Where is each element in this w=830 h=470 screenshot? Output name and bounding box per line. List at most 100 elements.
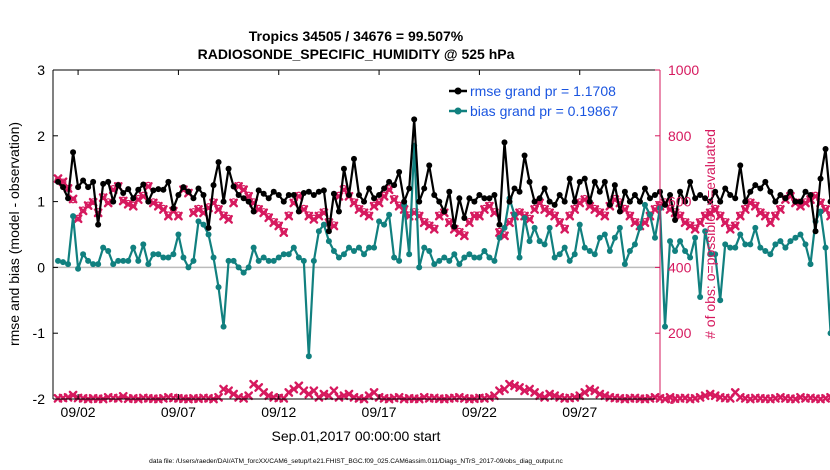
rmse-point — [381, 185, 388, 192]
obs-evaluated-marker — [630, 218, 640, 228]
bias-point — [260, 254, 267, 261]
y-left-tick-label: 2 — [37, 128, 45, 144]
bias-point — [692, 234, 699, 241]
legend: rmse grand pr = 1.1708 bias grand pr = 0… — [447, 80, 647, 120]
bias-point — [536, 238, 543, 245]
rmse-point — [376, 192, 383, 199]
rmse-point — [175, 192, 182, 199]
bias-point — [366, 244, 373, 251]
bias-point — [431, 261, 438, 268]
bias-point — [621, 261, 628, 268]
bias-point — [391, 254, 398, 261]
rmse-point — [717, 198, 724, 205]
rmse-point — [280, 198, 287, 205]
rmse-point — [150, 187, 157, 194]
rmse-point — [391, 182, 398, 189]
obs-evaluated-marker — [760, 211, 770, 221]
bias-point — [165, 254, 172, 261]
bias-point — [175, 231, 182, 238]
y-axis-label-left: rmse and bias (model - observation) — [6, 122, 22, 346]
obs-evaluated-marker — [359, 208, 369, 218]
bias-point — [727, 244, 734, 251]
rmse-point — [561, 198, 568, 205]
rmse-point — [496, 221, 503, 228]
rmse-point — [85, 184, 92, 191]
rmse-point — [777, 192, 784, 199]
rmse-point — [155, 186, 162, 193]
rmse-point — [767, 188, 774, 195]
rmse-point — [426, 162, 433, 169]
bias-point — [672, 247, 679, 254]
rmse-point — [330, 190, 337, 197]
bias-point — [662, 323, 669, 330]
obs-evaluated-marker — [700, 211, 710, 221]
bias-point — [732, 244, 739, 251]
obs-bottom-marker — [826, 392, 830, 402]
obs-evaluated-marker — [530, 205, 539, 214]
obs-evaluated-marker — [540, 205, 550, 214]
rmse-point — [782, 195, 789, 202]
obs-evaluated-marker — [454, 228, 464, 237]
bias-point — [737, 231, 744, 238]
rmse-point — [220, 198, 227, 205]
rmse-point — [822, 145, 829, 152]
bias-point — [215, 284, 222, 291]
bias-point — [300, 257, 307, 264]
bias-point — [310, 257, 317, 264]
rmse-point — [436, 198, 443, 205]
obs-evaluated-marker — [585, 201, 595, 211]
rmse-point — [446, 188, 453, 195]
x-tick-label: 09/07 — [161, 404, 196, 420]
obs-evaluated-marker — [83, 201, 93, 210]
obs-evaluated-marker — [274, 221, 284, 231]
bias-point — [551, 254, 558, 261]
obs-evaluated-marker — [685, 221, 695, 231]
rmse-point — [682, 198, 689, 205]
obs-evaluated-marker — [369, 201, 379, 211]
rmse-point — [651, 192, 658, 199]
rmse-point — [687, 178, 694, 185]
bias-point — [456, 261, 463, 268]
bias-point — [712, 251, 719, 258]
rmse-point — [135, 186, 142, 193]
rmse-point — [325, 228, 332, 235]
bias-point — [827, 330, 830, 337]
obs-evaluated-marker — [765, 218, 775, 228]
obs-evaluated-marker — [705, 208, 715, 218]
rmse-point — [451, 223, 458, 230]
bias-point — [491, 257, 498, 264]
bias-point — [767, 251, 774, 258]
obs-evaluated-marker — [189, 208, 198, 218]
y-right-tick-label: 0 — [668, 391, 676, 407]
obs-evaluated-marker — [690, 224, 700, 234]
rmse-point — [240, 195, 247, 202]
bias-point — [682, 247, 689, 254]
rmse-point — [366, 185, 373, 192]
rmse-point — [586, 198, 593, 205]
obs-bottom-marker — [364, 391, 374, 401]
rmse-point — [797, 198, 804, 205]
obs-evaluated-marker — [505, 218, 514, 228]
bias-point — [667, 238, 674, 245]
rmse-point — [75, 184, 82, 191]
y-left-tick-label: -1 — [33, 325, 46, 341]
rmse-point — [636, 198, 643, 205]
rmse-point — [90, 178, 97, 185]
obs-evaluated-marker — [570, 205, 580, 214]
y-left-tick-label: 3 — [37, 62, 45, 78]
rmse-point — [125, 186, 132, 193]
bias-point — [802, 241, 809, 248]
rmse-point — [742, 198, 749, 205]
rmse-point — [170, 205, 177, 212]
obs-evaluated-marker — [309, 214, 319, 224]
obs-evaluated-marker — [720, 218, 730, 228]
rmse-point — [807, 192, 814, 199]
obs-evaluated-marker — [269, 218, 279, 228]
rmse-point — [737, 162, 744, 169]
bias-point — [145, 261, 152, 268]
bias-point — [531, 224, 538, 231]
rmse-point — [345, 192, 352, 199]
rmse-point — [386, 178, 393, 185]
y-right-tick-label: 1000 — [668, 62, 699, 78]
bias-point — [687, 254, 694, 261]
